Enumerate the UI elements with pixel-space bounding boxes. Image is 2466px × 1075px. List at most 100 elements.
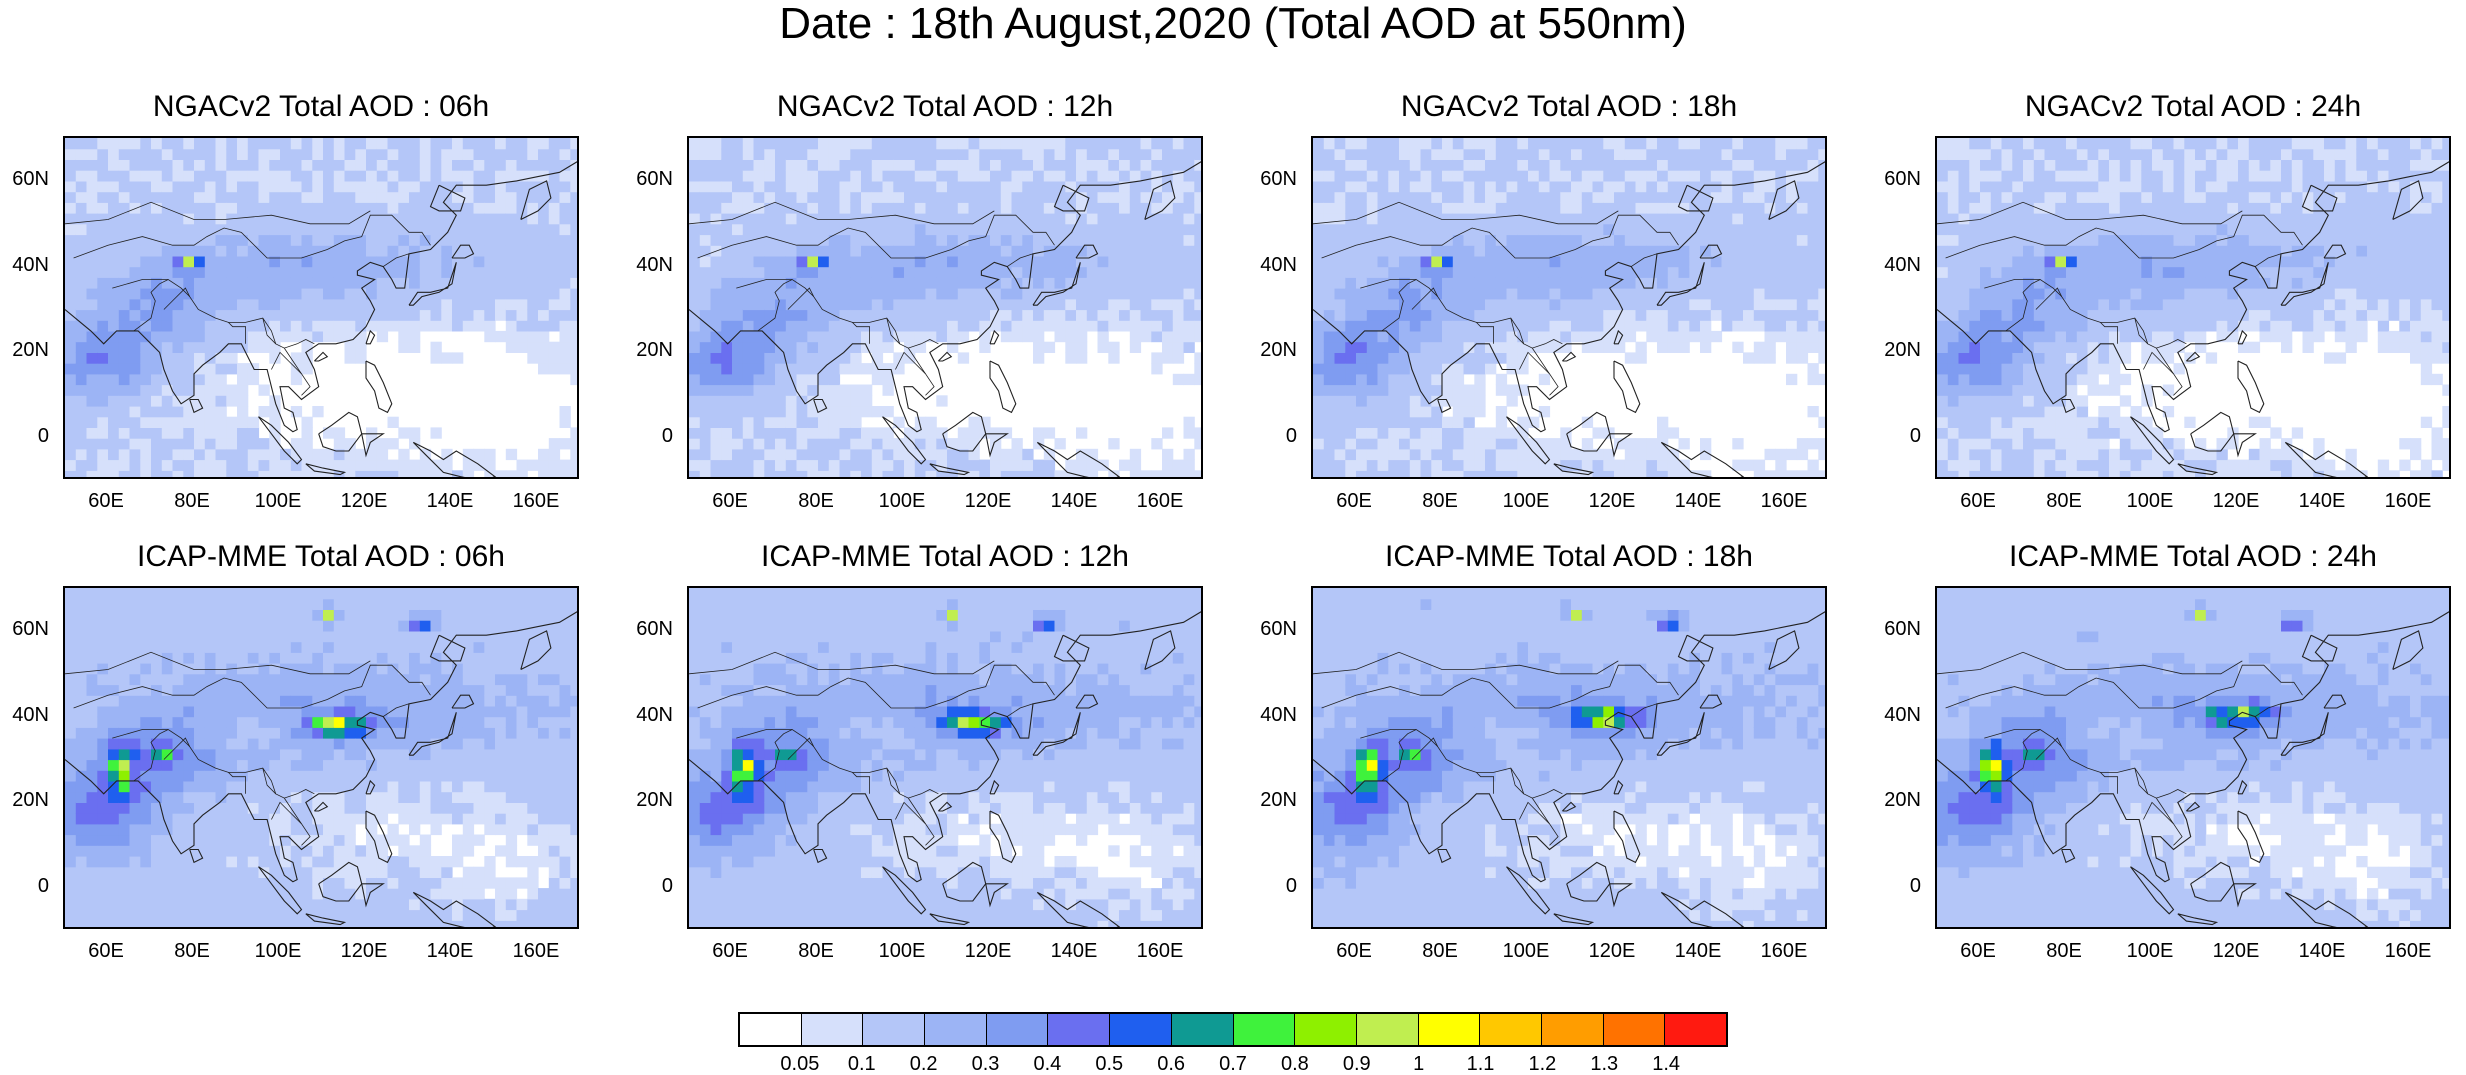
lon-tick-label: 100E [1491,491,1561,511]
lat-tick-label: 0 [0,426,49,446]
colorbar-box [740,1014,802,1045]
lat-tick-label: 60N [1861,619,1921,639]
lon-tick-label: 100E [867,491,937,511]
lon-tick-label: 140E [1039,491,1109,511]
colorbar-label: 0.5 [1079,1054,1139,1074]
lon-tick-label: 60E [71,941,141,961]
lon-tick-label: 120E [1577,941,1647,961]
coastline [990,331,999,344]
lon-tick-label: 80E [157,941,227,961]
colorbar-label: 0.05 [770,1054,830,1074]
colorbar-box [1234,1014,1296,1045]
coastline [1614,361,1640,412]
aod-map [687,586,1203,929]
colorbar [738,1012,1728,1047]
lon-tick-label: 100E [243,941,313,961]
panel-title: ICAP-MME Total AOD : 18h [1211,542,1927,572]
colorbar-label: 0.9 [1327,1054,1387,1074]
lat-tick-label: 20N [613,340,673,360]
lon-tick-label: 100E [1491,941,1561,961]
lon-tick-label: 100E [243,491,313,511]
lat-tick-label: 60N [613,619,673,639]
lat-tick-label: 40N [0,255,49,275]
panel-title: ICAP-MME Total AOD : 12h [587,542,1303,572]
lat-tick-label: 0 [0,876,49,896]
lat-tick-label: 40N [0,705,49,725]
panel-title: ICAP-MME Total AOD : 06h [0,542,679,572]
colorbar-label: 1.1 [1451,1054,1511,1074]
lon-tick-label: 60E [71,491,141,511]
aod-map [1935,136,2451,479]
colorbar-box [1480,1014,1542,1045]
lon-tick-label: 160E [1125,941,1195,961]
colorbar-box [1604,1014,1666,1045]
lat-tick-label: 40N [613,705,673,725]
colorbar-label: 0.1 [832,1054,892,1074]
coastline [314,352,327,361]
colorbar-box [1172,1014,1234,1045]
lon-tick-label: 120E [329,491,399,511]
panel-title: NGACv2 Total AOD : 12h [587,92,1303,122]
colorbar-box [925,1014,987,1045]
aod-field [1313,138,1827,479]
lon-tick-label: 120E [953,941,1023,961]
lon-tick-label: 120E [329,941,399,961]
colorbar-label: 1 [1389,1054,1449,1074]
lon-tick-label: 60E [695,941,765,961]
lon-tick-label: 120E [953,491,1023,511]
lat-tick-label: 60N [1237,619,1297,639]
lon-tick-label: 120E [2201,491,2271,511]
lon-tick-label: 60E [1943,941,2013,961]
lon-tick-label: 80E [781,941,851,961]
lon-tick-label: 80E [157,491,227,511]
lat-tick-label: 60N [1237,169,1297,189]
aod-map [63,586,579,929]
lat-tick-label: 20N [1861,790,1921,810]
lon-tick-label: 160E [501,491,571,511]
lon-tick-label: 160E [1125,491,1195,511]
lon-tick-label: 80E [2029,941,2099,961]
lat-tick-label: 20N [0,790,49,810]
lon-tick-label: 140E [1663,941,1733,961]
colorbar-label: 1.4 [1636,1054,1696,1074]
colorbar-box [1110,1014,1172,1045]
lon-tick-label: 100E [867,941,937,961]
lat-tick-label: 20N [1237,340,1297,360]
lon-tick-label: 100E [2115,941,2185,961]
aod-field [1937,138,2451,479]
colorbar-label: 0.3 [956,1054,1016,1074]
panel-title: NGACv2 Total AOD : 24h [1835,92,2466,122]
lon-tick-label: 120E [2201,941,2271,961]
aod-map [1311,586,1827,929]
colorbar-box [1295,1014,1357,1045]
lat-tick-label: 0 [613,426,673,446]
lon-tick-label: 60E [1943,491,2013,511]
lon-tick-label: 140E [2287,491,2357,511]
colorbar-box [1542,1014,1604,1045]
lon-tick-label: 80E [781,491,851,511]
aod-field [65,588,579,929]
aod-map [63,136,579,479]
colorbar-label: 1.2 [1512,1054,1572,1074]
colorbar-label: 0.7 [1203,1054,1263,1074]
lat-tick-label: 40N [1237,705,1297,725]
lon-tick-label: 140E [415,491,485,511]
coastline [990,361,1016,412]
lat-tick-label: 0 [1861,426,1921,446]
colorbar-box [987,1014,1049,1045]
lat-tick-label: 40N [1861,255,1921,275]
lat-tick-label: 60N [0,619,49,639]
aod-map [1935,586,2451,929]
lon-tick-label: 60E [1319,491,1389,511]
lon-tick-label: 120E [1577,491,1647,511]
lat-tick-label: 0 [613,876,673,896]
panel-title: NGACv2 Total AOD : 18h [1211,92,1927,122]
figure-title: Date : 18th August,2020 (Total AOD at 55… [0,2,2466,46]
lat-tick-label: 0 [1861,876,1921,896]
lon-tick-label: 160E [2373,491,2443,511]
lat-tick-label: 40N [613,255,673,275]
lon-tick-label: 160E [1749,941,1819,961]
lat-tick-label: 20N [1237,790,1297,810]
lat-tick-label: 40N [1237,255,1297,275]
colorbar-label: 0.4 [1017,1054,1077,1074]
